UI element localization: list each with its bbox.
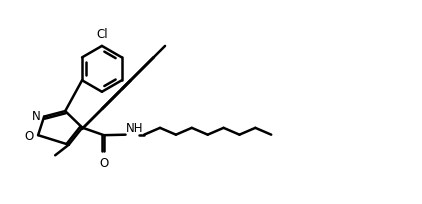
Text: NH: NH bbox=[126, 121, 144, 134]
Text: N: N bbox=[32, 110, 41, 122]
Text: O: O bbox=[99, 156, 108, 169]
Text: O: O bbox=[25, 129, 34, 142]
Text: Cl: Cl bbox=[96, 28, 108, 41]
